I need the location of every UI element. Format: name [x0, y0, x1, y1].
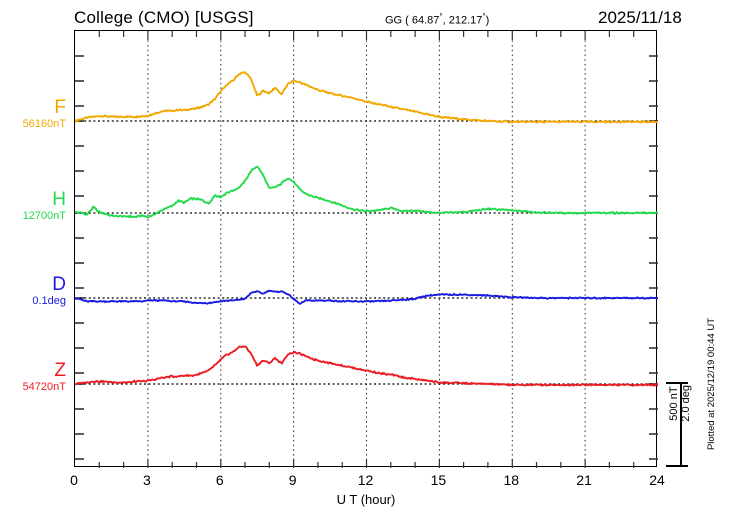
scale-nt-label: 500 nT: [668, 386, 680, 421]
trace-f: [75, 71, 658, 124]
x-tick-21: 21: [576, 472, 592, 488]
scale-bar-line: [680, 382, 682, 467]
vertical-gridlines: [147, 31, 586, 468]
x-tick-9: 9: [288, 472, 297, 488]
x-tick-3: 3: [142, 472, 151, 488]
scale-bar-bottom-cap: [666, 465, 688, 467]
x-tick-15: 15: [430, 472, 447, 488]
degree-symbol-latitude: °: [439, 12, 443, 21]
scale-deg-label: 2.0 deg: [680, 385, 692, 422]
x-tick-24: 24: [649, 472, 665, 488]
plot-timestamp: Plotted at 2025/12/19 00:44 UT: [706, 318, 717, 451]
x-axis-title: U T (hour): [336, 492, 396, 507]
component-baseline-value-h: 12700nT: [22, 210, 66, 222]
component-label-f: F 56160nT: [0, 98, 66, 131]
scale-bar: [658, 382, 692, 467]
component-label-z: Z 54720nT: [0, 361, 66, 394]
scale-bar-top-cap: [666, 382, 688, 384]
component-symbol-d: D: [52, 274, 66, 295]
component-baseline-value-f: 56160nT: [22, 118, 66, 130]
x-tick-18: 18: [503, 472, 520, 488]
degree-symbol-longitude: °: [482, 12, 486, 21]
component-symbol-z: Z: [54, 360, 66, 381]
component-baseline-value-z: 54720nT: [22, 381, 66, 393]
observation-date: 2025/11/18: [598, 8, 682, 27]
geo-coords-suffix: ): [485, 14, 490, 27]
x-tick-12: 12: [357, 472, 374, 488]
trace-h: [75, 165, 658, 219]
geo-coords-mid: , 212.17: [442, 14, 483, 27]
data-traces: [75, 71, 658, 387]
x-axis-ticks: [98, 31, 635, 468]
geographic-coordinates: GG ( 64.87°, 212.17°): [385, 12, 489, 27]
x-tick-6: 6: [215, 472, 224, 488]
component-symbol-f: F: [54, 97, 66, 118]
trace-z: [75, 345, 658, 387]
component-baseline-value-d: 0.1deg: [32, 295, 66, 307]
x-tick-0: 0: [70, 472, 78, 488]
component-symbol-h: H: [52, 189, 66, 210]
scale-bar-label: 500 nT 2.0 deg: [668, 385, 692, 422]
magnetogram-svg: [75, 31, 658, 468]
component-label-d: D 0.1deg: [0, 275, 66, 308]
trace-d: [75, 289, 658, 305]
station-title: College (CMO) [USGS]: [74, 8, 254, 27]
magnetogram-plot-area: [74, 30, 658, 468]
component-label-h: H 12700nT: [0, 190, 66, 223]
geo-coords-prefix: GG ( 64.87: [385, 14, 440, 27]
component-baselines: [75, 120, 658, 385]
